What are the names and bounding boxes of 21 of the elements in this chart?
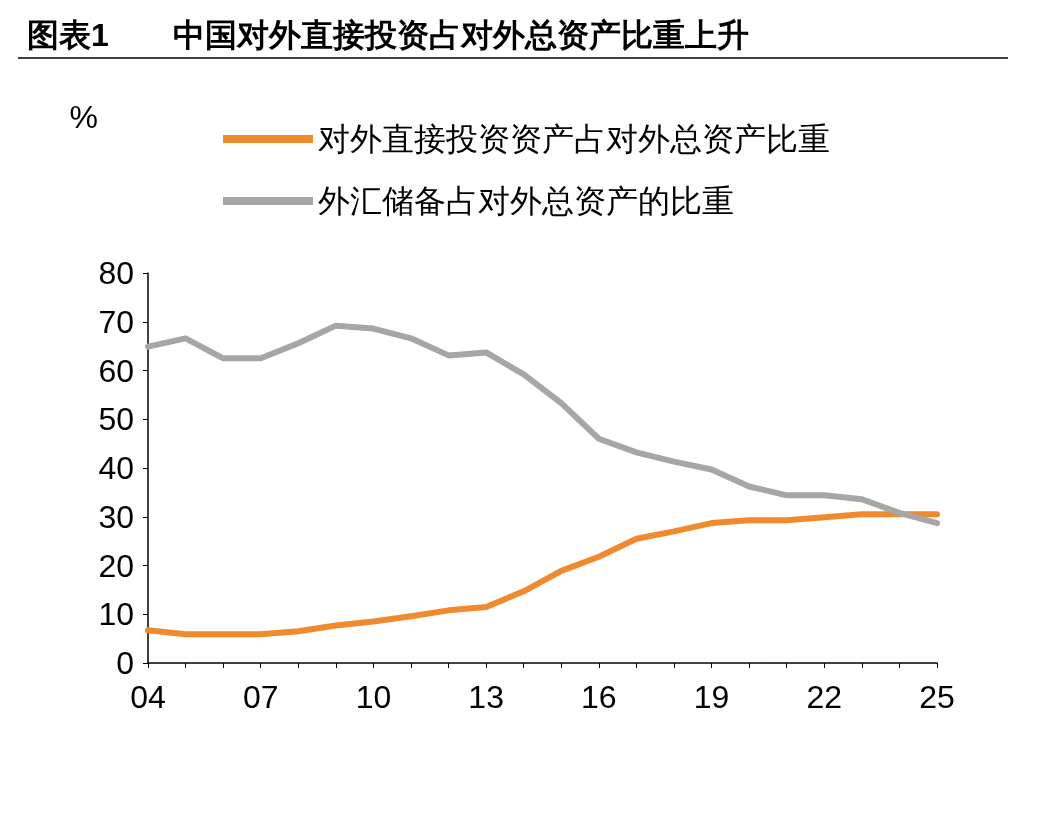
- y-tick-label: 40: [98, 450, 134, 486]
- y-tick-label: 70: [98, 303, 134, 340]
- y-tick-label: 80: [98, 255, 134, 291]
- x-tick-label: 16: [581, 679, 617, 715]
- y-tick-label: 30: [98, 498, 134, 535]
- y-tick-label: 50: [98, 401, 134, 438]
- x-tick-label: 07: [242, 679, 279, 715]
- legend-label: 外汇储备占对外总资产的比重: [318, 183, 734, 219]
- x-tick-label: 25: [919, 679, 955, 715]
- x-tick-label: 13: [468, 679, 504, 715]
- chart-title: 图表1 中国对外直接投资占对外总资产比重上升: [27, 17, 749, 53]
- y-tick-label: 0: [116, 645, 134, 681]
- y-axis-title: %: [69, 99, 98, 135]
- x-tick-label: 19: [693, 679, 730, 715]
- legend-label: 对外直接投资资产占对外总资产比重: [318, 121, 830, 157]
- x-tick-label: 04: [130, 679, 166, 715]
- x-tick-label: 22: [806, 679, 843, 715]
- y-tick-label: 60: [98, 352, 134, 389]
- y-tick-label: 10: [98, 596, 134, 633]
- x-tick-label: 10: [355, 679, 392, 715]
- y-tick-label: 20: [98, 547, 134, 584]
